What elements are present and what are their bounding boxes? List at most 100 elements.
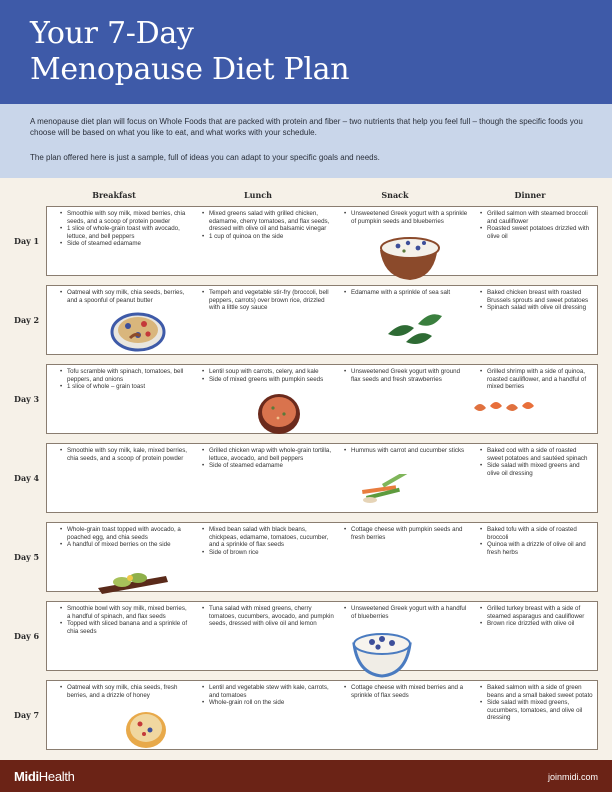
lunch-cell: Lentil soup with carrots, celery, and ka… xyxy=(197,365,339,433)
blueberry-yogurt-icon xyxy=(352,630,412,683)
breakfast-cell: Whole-grain toast topped with avocado, a… xyxy=(55,523,195,591)
snack-list: Hummus with carrot and cucumber sticks xyxy=(343,447,469,455)
title-line-1: Your 7-Day xyxy=(30,16,194,51)
column-header-breakfast: Breakfast xyxy=(92,190,136,200)
meal-item: Quinoa with a drizzle of olive oil and f… xyxy=(479,541,593,556)
avocado-toast-icon xyxy=(96,564,170,599)
snack-cell: Cottage cheese with mixed berries and a … xyxy=(339,681,473,749)
title-line-2: Menopause Diet Plan xyxy=(30,52,350,87)
dinner-list: Grilled turkey breast with a side of ste… xyxy=(479,605,593,628)
meal-item: Oatmeal with soy milk, chia seeds, berri… xyxy=(59,289,191,304)
dinner-list: Baked tofu with a side of roasted brocco… xyxy=(479,526,593,556)
lunch-list: Tempeh and vegetable stir-fry (broccoli,… xyxy=(201,289,335,312)
breakfast-list: Tofu scramble with spinach, tomatoes, be… xyxy=(59,368,191,391)
day-label: Day 4 xyxy=(14,473,40,483)
lentil-soup-icon xyxy=(256,392,302,441)
intro-section: A menopause diet plan will focus on Whol… xyxy=(0,104,612,178)
meal-item: Grilled shrimp with a side of quinoa, ro… xyxy=(479,368,593,391)
breakfast-list: Smoothie with soy milk, mixed berries, c… xyxy=(59,210,191,248)
meal-item: Spinach salad with olive oil dressing xyxy=(479,304,593,312)
dinner-cell: Baked cod with a side of roasted sweet p… xyxy=(475,444,597,512)
lunch-list: Grilled chicken wrap with whole-grain to… xyxy=(201,447,335,470)
shrimp-icon xyxy=(470,396,542,425)
meal-item: Whole-grain roll on the side xyxy=(201,699,335,707)
lunch-cell: Grilled chicken wrap with whole-grain to… xyxy=(197,444,339,512)
meal-item: Topped with sliced banana and a sprinkle… xyxy=(59,620,191,635)
meal-item: Oatmeal with soy milk, chia seeds, fresh… xyxy=(59,684,191,699)
dinner-list: Grilled shrimp with a side of quinoa, ro… xyxy=(479,368,593,391)
meal-item: 1 slice of whole – grain toast xyxy=(59,383,191,391)
snack-cell: Hummus with carrot and cucumber sticks xyxy=(339,444,473,512)
dinner-list: Baked salmon with a side of green beans … xyxy=(479,684,593,722)
meal-item: Tempeh and vegetable stir-fry (broccoli,… xyxy=(201,289,335,312)
snack-cell: Unsweetened Greek yogurt with ground fla… xyxy=(339,365,473,433)
day-label: Day 5 xyxy=(14,552,40,562)
meal-item: Grilled turkey breast with a side of ste… xyxy=(479,605,593,620)
dinner-cell: Grilled shrimp with a side of quinoa, ro… xyxy=(475,365,597,433)
meal-item: Unsweetened Greek yogurt with a handful … xyxy=(343,605,469,620)
meal-item: Hummus with carrot and cucumber sticks xyxy=(343,447,469,455)
page-title: Your 7-Day Menopause Diet Plan xyxy=(30,16,350,88)
meal-item: Tofu scramble with spinach, tomatoes, be… xyxy=(59,368,191,383)
dinner-cell: Grilled salmon with steamed broccoli and… xyxy=(475,207,597,275)
dinner-list: Baked chicken breast with roasted Brusse… xyxy=(479,289,593,312)
breakfast-cell: Smoothie with soy milk, mixed berries, c… xyxy=(55,207,195,275)
column-header-snack: Snack xyxy=(381,190,409,200)
meal-item: Side salad with mixed greens and olive o… xyxy=(479,462,593,477)
snack-cell: Edamame with a sprinkle of sea salt xyxy=(339,286,473,354)
dinner-cell: Baked tofu with a side of roasted brocco… xyxy=(475,523,597,591)
footer-url[interactable]: joinmidi.com xyxy=(547,772,598,782)
snack-list: Cottage cheese with pumpkin seeds and fr… xyxy=(343,526,469,541)
meal-item: Baked chicken breast with roasted Brusse… xyxy=(479,289,593,304)
day-label: Day 1 xyxy=(14,236,40,246)
snack-list: Unsweetened Greek yogurt with a sprinkle… xyxy=(343,210,469,225)
yogurt-bowl-icon xyxy=(378,234,440,287)
day-row: Smoothie with soy milk, kale, mixed berr… xyxy=(46,443,598,513)
lunch-list: Mixed bean salad with black beans, chick… xyxy=(201,526,335,556)
breakfast-list: Whole-grain toast topped with avocado, a… xyxy=(59,526,191,549)
meal-item: 1 slice of whole-grain toast with avocad… xyxy=(59,225,191,240)
breakfast-list: Oatmeal with soy milk, chia seeds, fresh… xyxy=(59,684,191,699)
day-label: Day 6 xyxy=(14,631,40,641)
veggie-sticks-icon xyxy=(356,470,416,513)
breakfast-list: Smoothie bowl with soy milk, mixed berri… xyxy=(59,605,191,635)
dinner-cell: Baked chicken breast with roasted Brusse… xyxy=(475,286,597,354)
day-label: Day 3 xyxy=(14,394,40,404)
meal-item: Side of brown rice xyxy=(201,549,335,557)
meal-item: Smoothie bowl with soy milk, mixed berri… xyxy=(59,605,191,620)
meal-item: Cottage cheese with pumpkin seeds and fr… xyxy=(343,526,469,541)
brand-logo: MidiHealth xyxy=(14,769,75,784)
dinner-cell: Baked salmon with a side of green beans … xyxy=(475,681,597,749)
lunch-list: Tuna salad with mixed greens, cherry tom… xyxy=(201,605,335,628)
snack-list: Edamame with a sprinkle of sea salt xyxy=(343,289,469,297)
day-label: Day 2 xyxy=(14,315,40,325)
meal-item: Lentil soup with carrots, celery, and ka… xyxy=(201,368,335,376)
intro-paragraph-1: A menopause diet plan will focus on Whol… xyxy=(30,117,583,137)
breakfast-list: Oatmeal with soy milk, chia seeds, berri… xyxy=(59,289,191,304)
meal-item: Mixed bean salad with black beans, chick… xyxy=(201,526,335,549)
meal-item: Side of steamed edamame xyxy=(201,462,335,470)
meal-item: Cottage cheese with mixed berries and a … xyxy=(343,684,469,699)
meal-item: Side salad with mixed greens, cucumbers,… xyxy=(479,699,593,722)
meal-item: Baked cod with a side of roasted sweet p… xyxy=(479,447,593,462)
brand-rest: Health xyxy=(38,769,75,784)
dinner-list: Grilled salmon with steamed broccoli and… xyxy=(479,210,593,240)
meal-item: Unsweetened Greek yogurt with ground fla… xyxy=(343,368,469,383)
lunch-cell: Tempeh and vegetable stir-fry (broccoli,… xyxy=(197,286,339,354)
meal-item: Lentil and vegetable stew with kale, car… xyxy=(201,684,335,699)
column-header-lunch: Lunch xyxy=(244,190,272,200)
meal-item: A handful of mixed berries on the side xyxy=(59,541,191,549)
meal-item: Whole-grain toast topped with avocado, a… xyxy=(59,526,191,541)
snack-cell: Unsweetened Greek yogurt with a sprinkle… xyxy=(339,207,473,275)
breakfast-cell: Oatmeal with soy milk, chia seeds, fresh… xyxy=(55,681,195,749)
lunch-list: Mixed greens salad with grilled chicken,… xyxy=(201,210,335,240)
lunch-list: Lentil and vegetable stew with kale, car… xyxy=(201,684,335,707)
meal-item: Brown rice drizzled with olive oil xyxy=(479,620,593,628)
snack-list: Cottage cheese with mixed berries and a … xyxy=(343,684,469,699)
snack-list: Unsweetened Greek yogurt with a handful … xyxy=(343,605,469,620)
header: Your 7-Day Menopause Diet Plan xyxy=(0,0,612,104)
meal-item: Side of mixed greens with pumpkin seeds xyxy=(201,376,335,384)
day-row: Tofu scramble with spinach, tomatoes, be… xyxy=(46,364,598,434)
meal-item: Edamame with a sprinkle of sea salt xyxy=(343,289,469,297)
meal-item: Baked salmon with a side of green beans … xyxy=(479,684,593,699)
